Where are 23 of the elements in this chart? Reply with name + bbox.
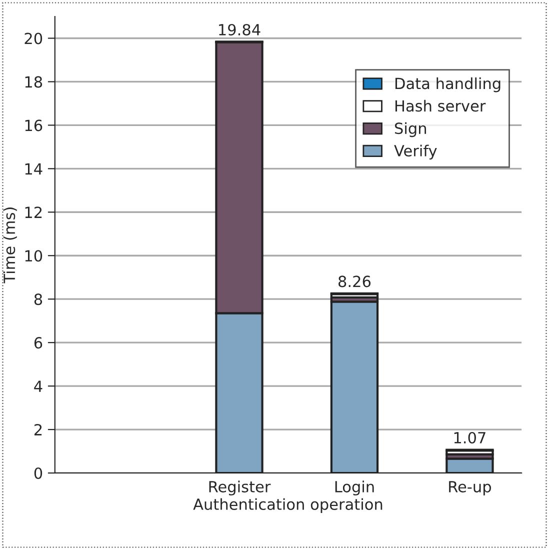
- y-tick-label: 18: [25, 76, 42, 88]
- total-label: 8.26: [338, 276, 371, 288]
- x-axis-title: Authentication operation: [193, 498, 382, 513]
- total-label: 1.07: [454, 432, 486, 444]
- legend-label: Data handling: [395, 77, 500, 92]
- y-tick-label: 20: [24, 32, 42, 44]
- legend-label: Sign: [394, 122, 426, 138]
- y-tick-label: 12: [25, 206, 42, 218]
- y-tick-label: 4: [34, 380, 42, 392]
- y-tick-label: 0: [34, 467, 42, 480]
- y-tick-label: 10: [25, 250, 42, 262]
- x-tick-label: Login: [335, 480, 374, 496]
- total-label: 19.84: [219, 24, 260, 36]
- y-tick-label: 2: [34, 424, 42, 436]
- x-tick-label: Re-up: [449, 481, 491, 496]
- y-tick-label: 16: [25, 120, 42, 132]
- y-tick-label: 6: [34, 337, 42, 349]
- y-axis-title: Time (ms): [3, 208, 17, 284]
- y-tick-label: 8: [34, 294, 42, 306]
- x-tick-label: Register: [209, 480, 271, 496]
- legend-label: Hash server: [395, 100, 486, 112]
- legend-label: Verify: [394, 144, 437, 160]
- y-tick-label: 14: [25, 163, 42, 174]
